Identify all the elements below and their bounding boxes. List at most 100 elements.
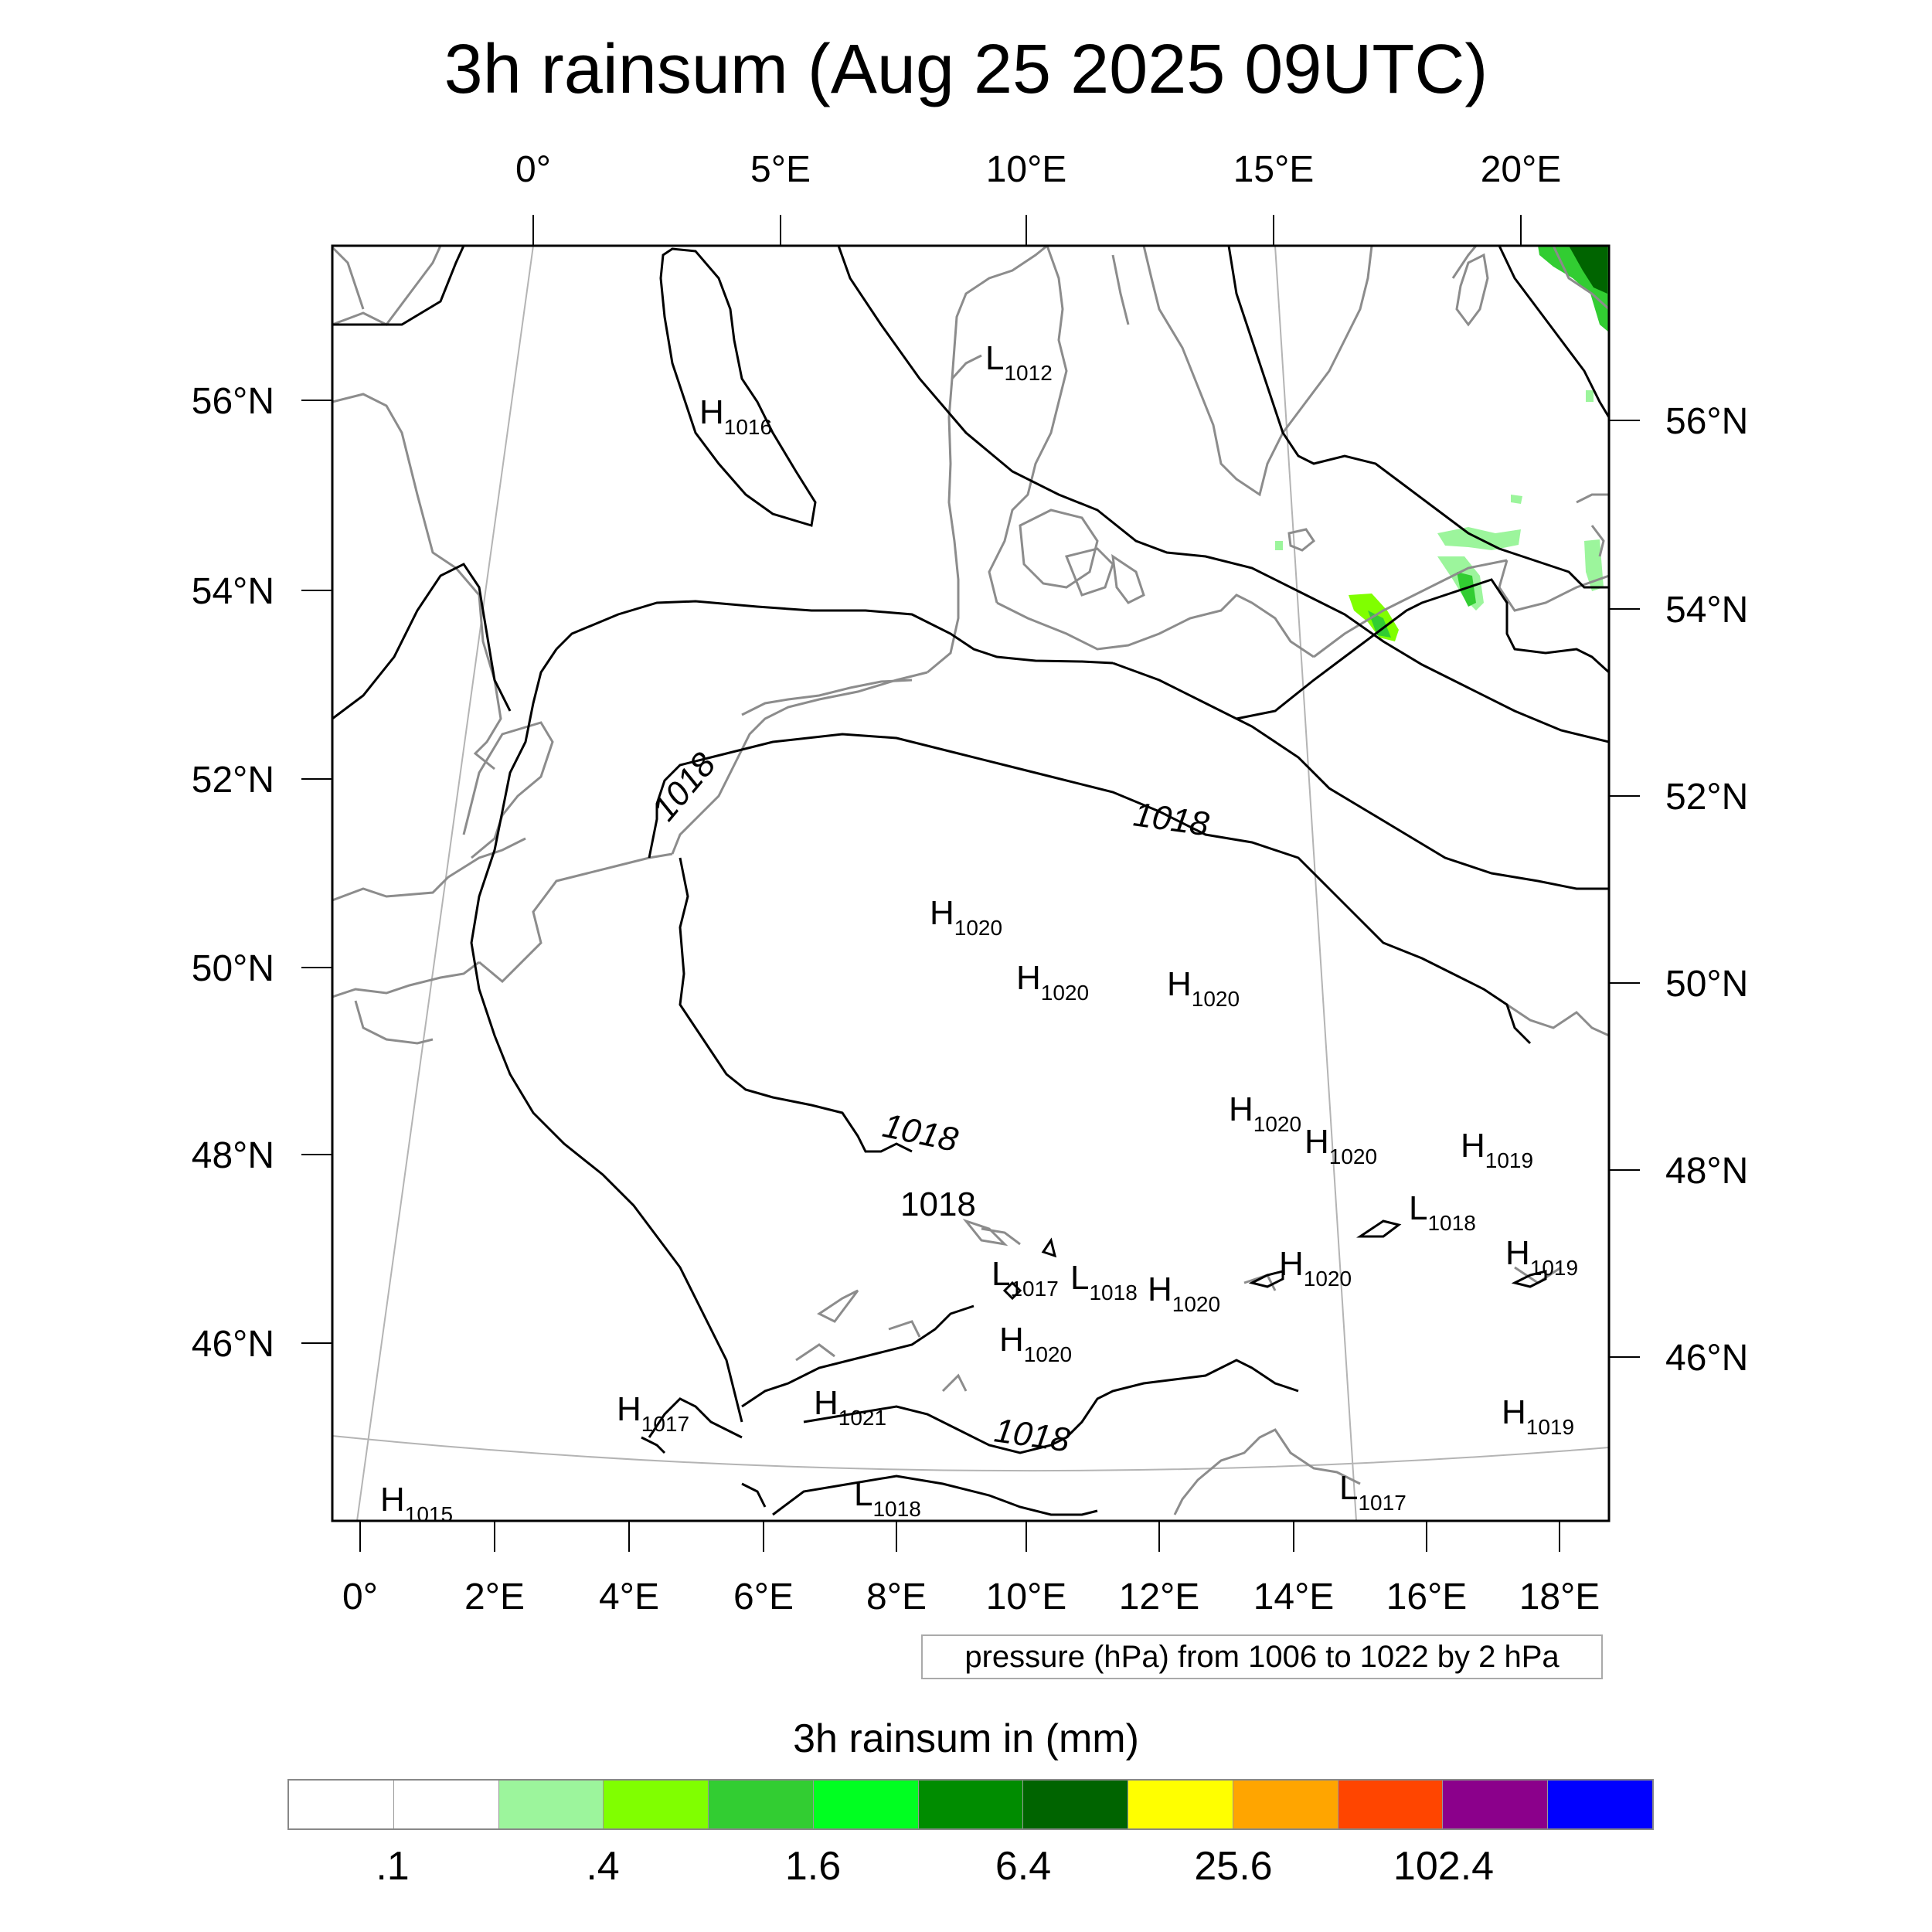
border-czech	[1506, 1003, 1609, 1037]
coast-alps-lakes-5	[888, 1320, 921, 1338]
contour-1018-inner	[679, 857, 913, 1153]
coast-lake-geneva	[962, 1218, 1009, 1247]
coast-zealand	[1019, 509, 1099, 589]
top-lon-labels: 0° 5°E 10°E 15°E 20°E	[515, 149, 1561, 190]
colorbar-segment	[1443, 1781, 1549, 1828]
left-lat-label: 52°N	[192, 760, 274, 801]
pressure-center: L1018	[854, 1475, 921, 1521]
pressure-center: L1018	[1409, 1189, 1476, 1235]
coast-denmark-west	[951, 246, 1048, 379]
colorbar	[287, 1779, 1654, 1830]
bottom-lon-label: 16°E	[1386, 1577, 1468, 1617]
colorbar-segment	[813, 1781, 919, 1828]
contour-1018-main	[648, 733, 1532, 1045]
coast-uk-south	[332, 837, 526, 902]
coast-oland	[1451, 246, 1478, 279]
contour-small-4	[1041, 1237, 1057, 1258]
bottom-lon-labels: 0° 2°E 4°E 6°E 8°E 10°E 12°E 14°E 16°E 1…	[342, 1577, 1600, 1617]
contour-1014-east	[1236, 578, 1609, 720]
top-lon-label: 10°E	[986, 149, 1067, 190]
bottom-lon-label: 6°E	[733, 1577, 794, 1617]
colorbar-segment	[918, 1781, 1024, 1828]
pressure-center: H1015	[380, 1481, 453, 1526]
coast-netherlands-isles	[741, 679, 913, 716]
colorbar-tick-label: 6.4	[995, 1844, 1052, 1889]
coast-alps-lakes-3	[1243, 1274, 1277, 1291]
pressure-center: H1016	[699, 393, 772, 439]
contour-small-3	[1002, 1281, 1022, 1301]
bottom-lon-label: 8°E	[866, 1577, 927, 1617]
coast-bornholm	[1287, 528, 1316, 552]
coast-benelux	[671, 671, 928, 855]
top-lon-label: 0°	[515, 149, 551, 190]
coast-uk-east	[332, 246, 442, 326]
pressure-center: H1020	[999, 1321, 1072, 1366]
rain-area-small-2	[1586, 390, 1594, 402]
contour-small-1	[1248, 1270, 1284, 1288]
coast-sweden-south	[1142, 246, 1373, 497]
contour-label: 1018	[992, 1411, 1073, 1459]
contour-1014-uk	[332, 246, 465, 326]
pressure-contour-note: pressure (hPa) from 1006 to 1022 by 2 hP…	[921, 1634, 1603, 1679]
colorbar-title: 3h rainsum in (mm)	[793, 1716, 1139, 1761]
coast-baltic-east	[1552, 246, 1609, 311]
bottom-lon-label: 0°	[342, 1577, 378, 1617]
coast-funen	[1064, 547, 1114, 597]
left-lat-label: 46°N	[192, 1324, 274, 1365]
colorbar-segment	[1233, 1781, 1338, 1828]
pressure-center: H1020	[1016, 959, 1089, 1005]
rain-area-small-3	[1275, 541, 1283, 550]
contour-small-7	[741, 1482, 767, 1508]
coast-vistula	[1590, 525, 1605, 557]
contour-west-coast	[332, 563, 512, 720]
pressure-center: H1020	[930, 894, 1002, 940]
rain-area-small	[1511, 495, 1522, 504]
coast-adriatic	[1173, 1428, 1361, 1515]
coast-uk-middle	[332, 393, 502, 770]
contour-1010-east	[1498, 246, 1609, 418]
bottom-lon-label: 2°E	[464, 1577, 525, 1617]
colorbar-tick-label: .1	[376, 1844, 410, 1889]
coast-denmark-east	[988, 246, 1068, 604]
left-lat-label: 56°N	[192, 381, 274, 422]
colorbar-segment	[1128, 1781, 1233, 1828]
contour-label: 1018	[900, 1185, 976, 1223]
left-lat-label: 54°N	[192, 571, 274, 612]
contour-alps-1	[741, 1304, 975, 1408]
meridian-0	[356, 246, 534, 1521]
coast-france-brittany	[354, 1000, 434, 1045]
bottom-lon-label: 18°E	[1519, 1577, 1600, 1617]
contour-small-6	[641, 1436, 666, 1454]
contour-1018-south-west	[648, 1397, 743, 1439]
rain-area-northeast-core	[1569, 246, 1607, 294]
contour-1012-east	[1227, 246, 1609, 589]
contour-1014-mid	[1112, 662, 1609, 890]
bottom-lon-label: 4°E	[599, 1577, 659, 1617]
colorbar-labels: .1 .4 1.6 6.4 25.6 102.4	[0, 1843, 1932, 1897]
right-lat-labels: 56°N 54°N 52°N 50°N 48°N 46°N	[1665, 401, 1748, 1379]
top-lon-label: 5°E	[750, 149, 811, 190]
coast-germany-north	[927, 354, 982, 674]
bottom-lon-label: 14°E	[1253, 1577, 1335, 1617]
coast-sweden-west	[1111, 254, 1130, 325]
pressure-center: L1012	[985, 339, 1053, 385]
rain-area-baltic-2-core	[1457, 572, 1476, 607]
right-lat-label: 56°N	[1665, 401, 1748, 442]
map-border	[331, 244, 1611, 1522]
colorbar-segment	[1338, 1781, 1444, 1828]
right-lat-label: 54°N	[1665, 590, 1748, 631]
chart-title: 3h rainsum (Aug 25 2025 09UTC)	[444, 31, 1488, 108]
pressure-center: H1020	[1148, 1270, 1220, 1316]
pressure-centers: L1012 H1016 H1020 H1020 H1020 H1020 H102…	[380, 339, 1578, 1526]
pressure-center: H1020	[1279, 1245, 1352, 1291]
coast-alps-lakes-2	[941, 1373, 968, 1393]
pressure-contours	[332, 246, 1609, 1516]
contour-label: 1018	[879, 1107, 961, 1159]
colorbar-segment	[604, 1781, 709, 1828]
contour-italy	[772, 1475, 1098, 1516]
coast-islands-denmark	[1111, 553, 1145, 604]
right-lat-label: 46°N	[1665, 1338, 1748, 1379]
left-lat-labels: 56°N 54°N 52°N 50°N 48°N 46°N	[192, 381, 274, 1365]
colorbar-segment	[709, 1781, 814, 1828]
top-lon-label: 15°E	[1233, 149, 1315, 190]
